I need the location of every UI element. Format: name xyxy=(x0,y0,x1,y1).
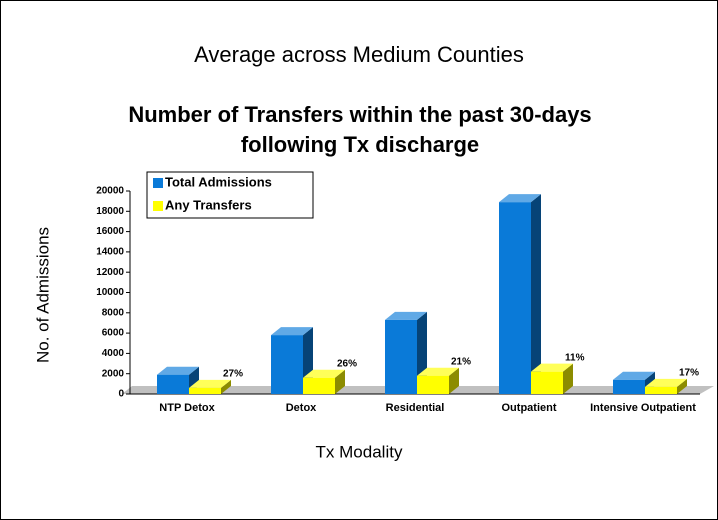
percent-label: 11% xyxy=(565,352,585,363)
chart-subtitle: Number of Transfers within the past 30-d… xyxy=(128,102,592,157)
bar xyxy=(613,379,645,394)
percent-label: 26% xyxy=(337,358,357,369)
bar xyxy=(499,202,531,394)
x-tick-box: Detox xyxy=(285,402,317,414)
bar xyxy=(271,335,303,394)
y-tick-label: 6000 xyxy=(102,328,125,339)
y-tick-label: 0 xyxy=(118,389,124,400)
bar-top xyxy=(645,378,687,387)
x-tick-box: NTP Detox xyxy=(159,402,215,414)
bar xyxy=(157,374,189,394)
y-tick-label: 10000 xyxy=(96,287,124,298)
x-tick-label: Detox xyxy=(285,402,317,414)
bar xyxy=(303,377,335,394)
y-tick-label: 16000 xyxy=(96,226,124,237)
percent-label: 17% xyxy=(679,368,699,379)
subtitle-box: Number of Transfers within the past 30-d… xyxy=(128,102,592,157)
y-tick-label: 18000 xyxy=(96,206,124,217)
x-axis-label: Tx Modality xyxy=(316,442,403,461)
legend-label: Any Transfers xyxy=(165,197,252,212)
x-tick-box: Intensive Outpatient xyxy=(590,402,696,414)
x-tick-label: NTP Detox xyxy=(159,402,215,414)
bar xyxy=(645,386,677,394)
bar-top xyxy=(303,369,345,378)
legend-swatch xyxy=(153,201,163,211)
y-tick-label: 14000 xyxy=(96,247,124,258)
bar xyxy=(531,371,563,394)
bar-top xyxy=(613,371,655,380)
bar-side xyxy=(531,194,541,394)
x-tick-box: Residential xyxy=(385,402,445,414)
percent-label: 21% xyxy=(451,356,471,367)
bar-top xyxy=(189,379,231,388)
bar-top xyxy=(531,363,573,372)
bar-side xyxy=(335,369,345,394)
slide-title: Average across Medium Counties xyxy=(194,42,524,67)
bar xyxy=(417,375,449,394)
legend-swatch xyxy=(153,178,163,188)
bar-side xyxy=(563,363,573,394)
y-tick-label: 8000 xyxy=(102,307,125,318)
bar-top xyxy=(417,367,459,376)
bar-side xyxy=(449,367,459,394)
bar xyxy=(189,387,221,394)
y-tick-label: 12000 xyxy=(96,267,124,278)
x-tick-label: Outpatient xyxy=(501,402,557,414)
bar xyxy=(385,319,417,394)
x-tick-label: Intensive Outpatient xyxy=(590,402,696,414)
percent-label: 27% xyxy=(223,369,243,380)
y-tick-label: 4000 xyxy=(102,348,125,359)
bar-top xyxy=(499,194,541,203)
bar-top xyxy=(271,327,313,336)
legend-box xyxy=(146,171,314,219)
y-axis-label: No. of Admissions xyxy=(33,227,52,363)
bar-top xyxy=(385,311,427,320)
y-tick-label: 20000 xyxy=(96,186,124,197)
y-tick-label: 2000 xyxy=(102,368,125,379)
bar-side xyxy=(677,378,687,394)
x-tick-label: Residential xyxy=(385,402,445,414)
x-tick-box: Outpatient xyxy=(501,402,557,414)
bar-side xyxy=(221,379,231,394)
bar-top xyxy=(157,366,199,375)
legend-label: Total Admissions xyxy=(165,174,272,189)
